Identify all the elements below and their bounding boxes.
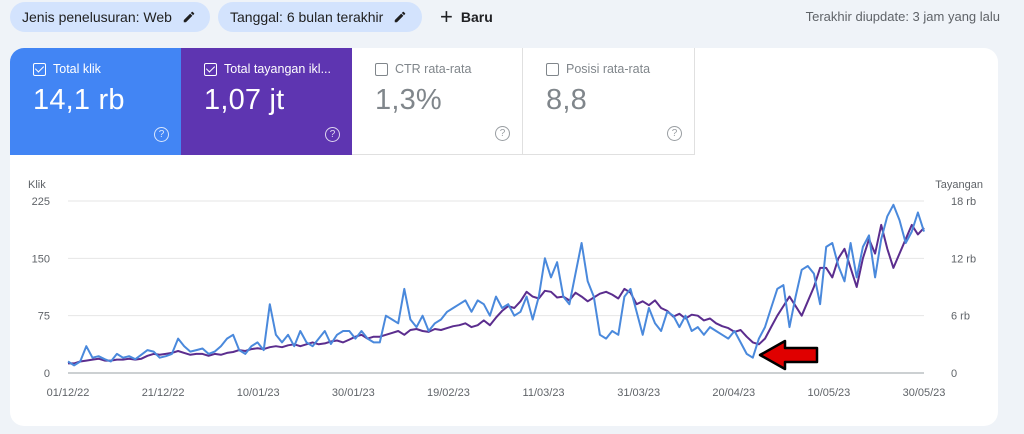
- metric-value: 1,3%: [375, 84, 442, 116]
- x-tick-label: 30/05/23: [903, 387, 946, 399]
- x-tick-label: 10/05/23: [807, 387, 850, 399]
- y-left-axis-label: Klik: [28, 179, 46, 191]
- metric-label: Posisi rata-rata: [566, 62, 651, 76]
- last-updated-text: Terakhir diupdate: 3 jam yang lalu: [805, 9, 1000, 24]
- checkbox-checked-icon[interactable]: [33, 62, 46, 76]
- y-left-tick-label: 75: [38, 311, 50, 323]
- metric-label: Total klik: [53, 62, 101, 76]
- edit-pencil-icon: [395, 11, 406, 23]
- add-new-filter-label: Baru: [460, 9, 493, 25]
- y-right-tick-label: 18 rb: [951, 196, 976, 208]
- y-right-tick-label: 12 rb: [951, 253, 976, 265]
- x-tick-label: 11/03/23: [523, 387, 565, 399]
- clicks-series-line: [67, 203, 925, 367]
- metric-label: CTR rata-rata: [395, 62, 472, 76]
- y-left-tick-label: 0: [44, 368, 50, 380]
- help-icon[interactable]: ?: [154, 127, 169, 142]
- y-left-tick-label: 225: [32, 196, 50, 208]
- metric-label: Total tayangan ikl...: [224, 62, 332, 76]
- checkbox-unchecked-icon[interactable]: [375, 62, 388, 76]
- x-tick-label: 20/04/23: [712, 387, 755, 399]
- metric-average-position[interactable]: Posisi rata-rata 8,8 ?: [523, 48, 695, 155]
- y-right-axis-label: Tayangan: [935, 179, 983, 191]
- impressions-series-line: [68, 223, 925, 365]
- x-tick-label: 21/12/22: [142, 387, 185, 399]
- x-tick-label: 01/12/22: [47, 387, 90, 399]
- search-type-filter-chip[interactable]: Jenis penelusuran: Web: [10, 2, 210, 32]
- x-tick-label: 19/02/23: [427, 387, 470, 399]
- checkbox-unchecked-icon[interactable]: [546, 62, 559, 76]
- date-range-filter-label: Tanggal: 6 bulan terakhir: [230, 9, 384, 25]
- date-range-filter-chip[interactable]: Tanggal: 6 bulan terakhir: [218, 2, 422, 32]
- plus-icon: +: [440, 4, 453, 29]
- metric-total-clicks[interactable]: Total klik 14,1 rb ?: [10, 48, 181, 155]
- annotation-arrow-icon: [758, 339, 819, 371]
- help-icon[interactable]: ?: [325, 127, 340, 142]
- edit-pencil-icon: [183, 11, 195, 23]
- x-tick-label: 31/03/23: [617, 387, 660, 399]
- add-new-filter-button[interactable]: + Baru: [440, 2, 493, 32]
- x-tick-label: 30/01/23: [332, 387, 375, 399]
- help-icon[interactable]: ?: [667, 126, 682, 141]
- metric-average-ctr[interactable]: CTR rata-rata 1,3% ?: [352, 48, 523, 155]
- help-icon[interactable]: ?: [495, 126, 510, 141]
- checkbox-checked-icon[interactable]: [204, 62, 217, 76]
- y-right-tick-label: 6 rb: [951, 311, 970, 323]
- metric-value: 8,8: [546, 84, 587, 116]
- y-right-tick-label: 0: [951, 368, 957, 380]
- x-tick-label: 10/01/23: [237, 387, 280, 399]
- performance-card: Total klik 14,1 rb ? Total tayangan ikl.…: [10, 48, 998, 426]
- metric-value: 14,1 rb: [33, 84, 125, 116]
- y-left-tick-label: 150: [32, 253, 50, 265]
- metric-value: 1,07 jt: [204, 84, 285, 116]
- metric-total-impressions[interactable]: Total tayangan ikl... 1,07 jt ?: [181, 48, 352, 155]
- search-type-filter-label: Jenis penelusuran: Web: [22, 9, 172, 25]
